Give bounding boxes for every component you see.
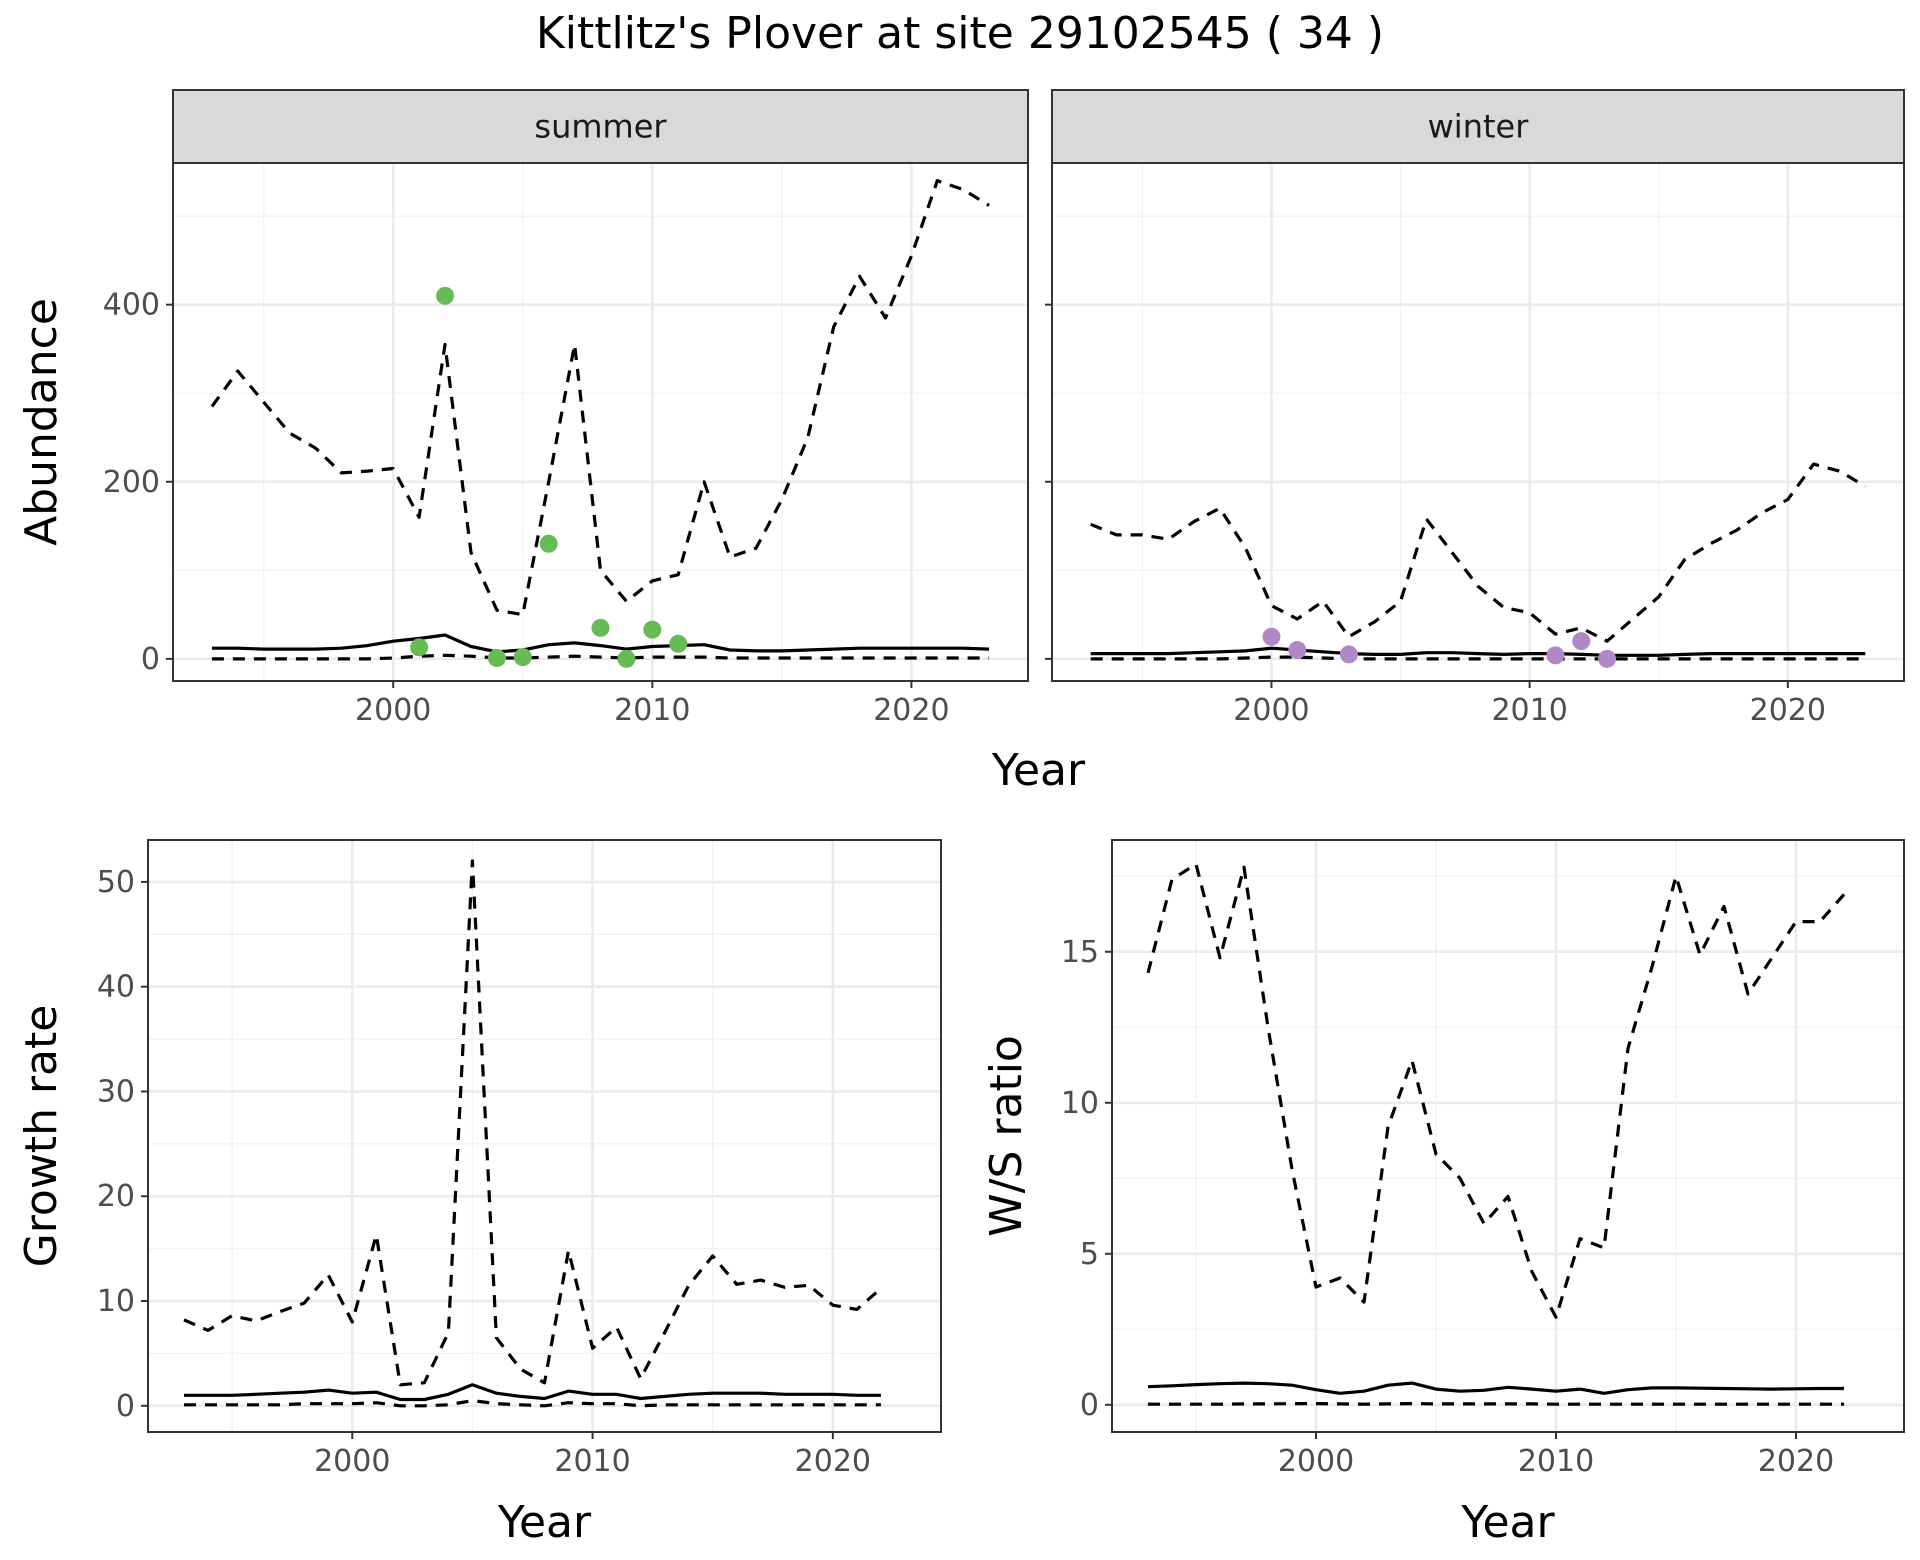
strip-label: winter [1428,108,1530,146]
x-tick-label: 2010 [554,1444,630,1479]
strip-winter: winter [1051,89,1905,164]
series-line-dashed-1 [210,179,990,617]
y-tick-label: 50 [97,865,135,900]
series-line-dashed-1 [1146,862,1846,1319]
abundance-x-axis-title: Year [991,745,1086,796]
panel-border [147,839,942,1433]
observation-point [487,648,506,667]
y-tick-label: 30 [97,1074,135,1109]
x-tick-label: 2020 [1750,693,1826,728]
series-line-dashed-1 [1090,462,1867,643]
y-tick-label: 400 [103,288,160,323]
x-tick-label: 2010 [614,693,690,728]
x-tick-label: 2020 [795,1444,871,1479]
x-tick-label: 2000 [355,693,431,728]
series-line-dashed-2 [184,1399,881,1408]
series-line-solid-0 [1147,1381,1844,1395]
figure-title: Kittlitz's Plover at site 29102545 ( 34 … [536,8,1384,59]
panel-border [172,162,1029,682]
series-line-solid-0 [1090,646,1866,657]
strip-background [172,89,1029,164]
panel-border [1051,162,1905,682]
growth-x-axis-title: Year [497,1497,592,1548]
x-tick-label: 2000 [1278,1444,1354,1479]
ratio-x-axis-title: Year [1460,1497,1555,1548]
observation-point [1262,627,1281,646]
panel-winter: 2000 2010 2020 [1045,162,1905,728]
observation-point [643,620,662,639]
y-tick-label: 10 [1061,1086,1099,1121]
observation-point [669,634,688,653]
y-tick-label: 10 [97,1284,135,1319]
y-tick-label: 0 [1080,1388,1099,1423]
series-line-solid-0 [184,1383,881,1402]
panel-summer: 2000 2010 2020 0 200 400 [103,162,1029,728]
x-tick-label: 2020 [873,693,949,728]
y-tick-label: 40 [97,970,135,1005]
panel-ws-ratio: 2000 2010 2020 0 5 10 15 [1061,839,1905,1479]
observation-point [410,638,429,657]
x-tick-label: 2020 [1758,1444,1834,1479]
series-line-dashed-2 [211,653,990,661]
y-tick-label: 200 [103,465,160,500]
series-line-solid-0 [211,633,990,654]
y-tick-label: 5 [1080,1237,1099,1272]
x-tick-label: 2000 [1233,693,1309,728]
y-tick-label: 0 [116,1389,135,1424]
observation-point [513,648,532,667]
x-tick-label: 2000 [314,1444,390,1479]
strip-background [1051,89,1905,164]
y-tick-label: 0 [141,642,160,677]
observation-point [1598,649,1617,668]
growth-y-axis-title: Growth rate [16,1005,67,1268]
observation-point [591,618,610,637]
observation-point [1339,645,1358,664]
series-line-dashed-2 [1148,1402,1844,1406]
y-tick-label: 15 [1061,935,1099,970]
panel-growth-rate: 2000 2010 2020 0 10 20 30 40 50 [97,839,942,1479]
ratio-y-axis-title: W/S ratio [981,1035,1032,1237]
x-tick-label: 2010 [1518,1444,1594,1479]
observation-point [539,534,558,553]
observation-point [617,649,636,668]
observation-point [1572,632,1591,651]
y-tick-label: 20 [97,1179,135,1214]
observation-point [436,286,455,305]
series-line-dashed-1 [183,859,882,1387]
x-tick-label: 2010 [1491,693,1567,728]
strip-summer: summer [172,89,1029,164]
observation-point [1288,641,1307,660]
observation-point [1546,646,1565,665]
strip-label: summer [534,108,667,146]
panel-border [1111,839,1905,1433]
abundance-y-axis-title: Abundance [16,298,67,546]
series-line-dashed-2 [1090,655,1866,661]
